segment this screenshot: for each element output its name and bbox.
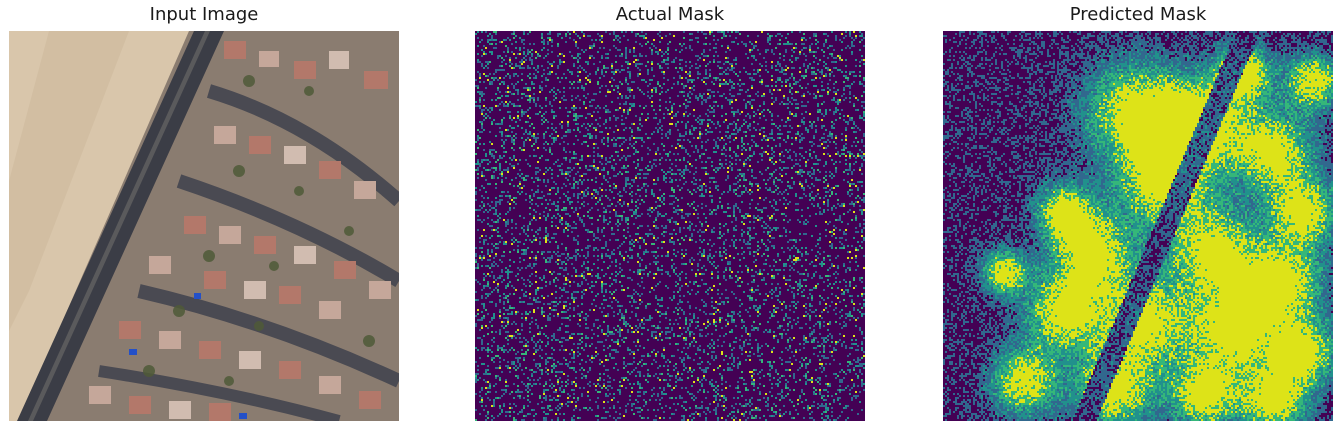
actual-mask-title: Actual Mask (615, 4, 725, 25)
vegetation (143, 75, 375, 386)
actual-mask (475, 31, 865, 421)
pool (194, 293, 201, 299)
input-image (9, 31, 399, 421)
predicted-mask-title: Predicted Mask (1069, 4, 1207, 25)
predicted-mask (943, 31, 1333, 421)
actual-mask-canvas (475, 31, 865, 421)
pool (239, 413, 247, 419)
predicted-mask-canvas (943, 31, 1333, 421)
pool (129, 349, 137, 355)
aerial-photo (9, 31, 399, 421)
houses (89, 41, 391, 421)
input-image-title: Input Image (149, 4, 259, 25)
